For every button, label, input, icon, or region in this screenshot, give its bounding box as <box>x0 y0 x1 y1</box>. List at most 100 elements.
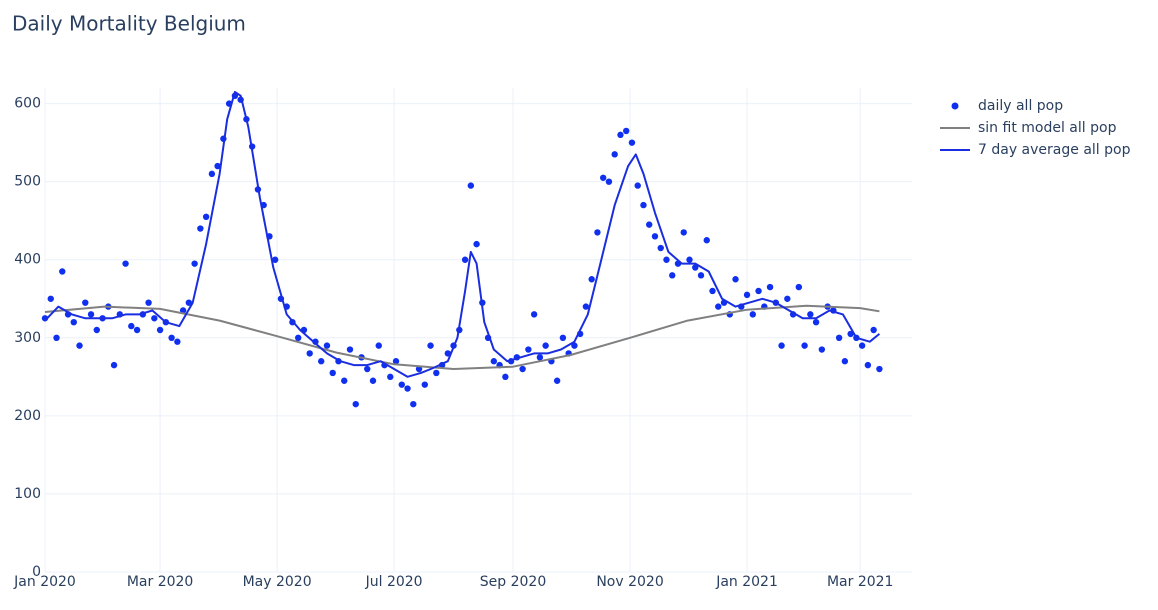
data-point <box>490 358 498 365</box>
data-point <box>571 342 578 349</box>
data-point <box>617 131 624 139</box>
x-tick-label: Mar 2021 <box>827 574 894 590</box>
data-point <box>179 307 187 314</box>
data-point <box>692 264 699 271</box>
data-point <box>168 334 175 342</box>
data-point <box>594 229 601 236</box>
data-point <box>640 201 647 209</box>
legend-symbol <box>951 102 959 110</box>
data-point <box>323 342 331 349</box>
data-point <box>646 221 653 228</box>
data-point <box>294 334 302 342</box>
data-point <box>53 334 60 342</box>
y-tick-label: 500 <box>14 174 41 190</box>
data-point <box>318 358 325 365</box>
data-point <box>341 377 348 384</box>
y-tick-label: 600 <box>14 96 41 112</box>
chart-title: Daily Mortality Belgium <box>12 12 246 36</box>
data-point <box>669 272 676 279</box>
data-point <box>703 237 710 244</box>
data-point <box>70 318 77 326</box>
data-point <box>657 244 664 252</box>
data-point <box>870 326 877 334</box>
data-point <box>622 127 630 135</box>
line-series <box>44 304 880 370</box>
data-point <box>473 240 480 248</box>
data-point <box>421 381 428 388</box>
data-point <box>151 315 158 322</box>
data-point <box>634 182 641 189</box>
data-point <box>375 342 382 349</box>
data-point <box>749 311 756 318</box>
data-point <box>743 291 751 299</box>
data-point <box>156 326 164 334</box>
data-point <box>415 365 423 373</box>
data-point <box>795 283 803 291</box>
data-point <box>766 283 774 291</box>
x-tick-label: Jul 2020 <box>365 574 423 590</box>
data-point <box>784 295 791 302</box>
data-point <box>398 381 405 388</box>
data-point <box>818 346 826 353</box>
data-point <box>709 287 716 295</box>
data-point <box>559 334 567 342</box>
data-point <box>145 299 152 306</box>
data-point <box>680 229 687 236</box>
data-point <box>133 326 141 334</box>
data-point <box>611 151 618 158</box>
data-point <box>697 272 705 279</box>
data-point <box>271 256 279 263</box>
data-point <box>427 342 434 349</box>
x-tick-label: Mar 2020 <box>127 574 194 590</box>
data-point <box>110 361 118 369</box>
data-point <box>392 358 400 365</box>
data-point <box>197 225 204 232</box>
data-point <box>191 260 198 267</box>
data-point <box>128 322 135 330</box>
data-point <box>364 365 371 373</box>
y-tick-label: 400 <box>14 252 41 268</box>
x-tick-label: Sep 2020 <box>480 574 546 590</box>
data-point <box>812 318 820 326</box>
data-point <box>47 295 54 302</box>
data-point <box>732 276 739 283</box>
x-tick-label: Nov 2020 <box>596 574 663 590</box>
data-point <box>858 342 866 349</box>
data-point <box>542 342 549 349</box>
data-point <box>404 385 411 392</box>
data-point <box>76 342 83 349</box>
data-point <box>174 338 181 345</box>
line-series <box>44 90 881 378</box>
data-point <box>807 311 814 318</box>
data-point <box>433 369 440 377</box>
data-point <box>628 139 636 146</box>
data-point <box>59 268 66 275</box>
data-point <box>410 400 417 408</box>
x-tick-label: Jan 2020 <box>13 574 76 590</box>
data-point <box>755 287 762 295</box>
data-point <box>778 342 785 349</box>
data-point <box>502 373 509 381</box>
data-point <box>801 342 808 349</box>
data-point <box>525 346 532 353</box>
data-point <box>835 334 843 342</box>
legend-label: daily all pop <box>978 98 1063 114</box>
data-point <box>214 162 221 170</box>
legend-label: sin fit model all pop <box>978 120 1117 136</box>
y-tick-label: 100 <box>14 486 41 502</box>
data-point <box>588 276 595 283</box>
data-point <box>87 311 95 318</box>
x-tick-label: May 2020 <box>243 574 312 590</box>
data-point <box>536 354 544 361</box>
data-point <box>530 311 538 318</box>
legend-label: 7 day average all pop <box>978 142 1131 158</box>
data-point <box>82 299 89 306</box>
data-point <box>122 260 129 267</box>
data-point <box>387 373 394 381</box>
data-point <box>208 170 216 178</box>
data-point <box>715 303 722 310</box>
data-point <box>352 400 359 408</box>
data-point <box>686 256 693 263</box>
data-point <box>651 233 659 240</box>
